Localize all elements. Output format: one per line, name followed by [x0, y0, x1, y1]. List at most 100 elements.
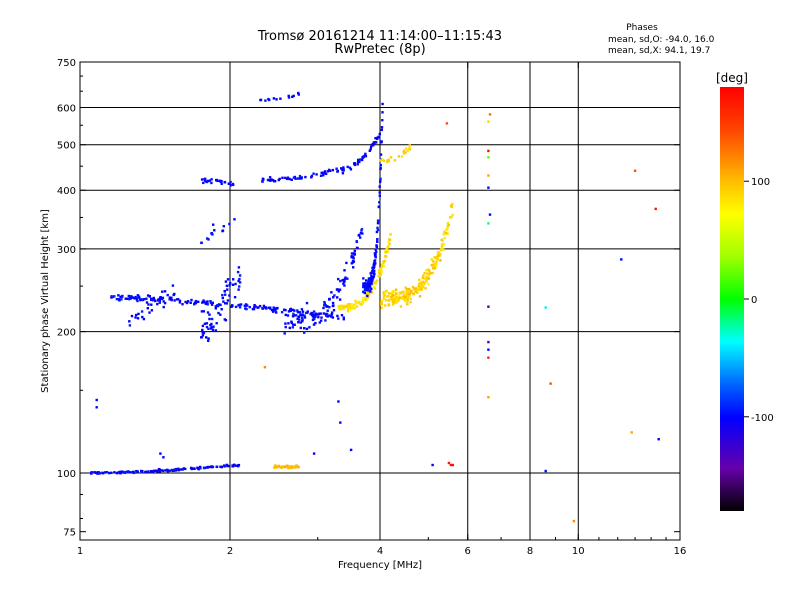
echo-point: [131, 296, 134, 299]
echo-point: [322, 312, 325, 315]
echo-point: [237, 464, 240, 467]
echo-point: [135, 469, 138, 473]
echo-point: [377, 274, 380, 278]
echo-point: [373, 269, 376, 272]
echo-point: [368, 278, 371, 282]
echo-point: [418, 295, 422, 298]
echo-point: [317, 313, 320, 316]
y-axis-label: Stationary phase Virtual Height [km]: [40, 209, 51, 393]
echo-point: [341, 306, 344, 309]
x-axis-label: Frequency [MHz]: [338, 560, 422, 571]
echo-point: [419, 285, 423, 288]
echo-point: [373, 287, 377, 290]
echo-point: [301, 318, 304, 321]
echo-point: [379, 273, 382, 276]
echo-point: [446, 222, 450, 225]
echo-point: [371, 270, 374, 273]
echo-point: [290, 321, 293, 325]
echo-point: [299, 321, 302, 324]
echo-point: [196, 466, 199, 469]
echo-point: [137, 295, 141, 298]
echo-point: [150, 298, 153, 302]
echo-point: [356, 163, 359, 166]
echo-point: [367, 293, 371, 296]
echo-point: [431, 271, 434, 275]
echo-point: [407, 295, 410, 298]
echo-point: [110, 295, 113, 298]
colorbar-ticks: 100 0 -100: [744, 177, 774, 424]
echo-point: [358, 158, 362, 161]
echo-point: [204, 177, 207, 180]
echo-point: [207, 339, 210, 342]
echo-point: [364, 288, 368, 292]
echo-point: [380, 141, 383, 144]
echo-point: [385, 295, 388, 298]
echo-point: [101, 472, 105, 475]
echo-point: [325, 305, 328, 308]
echo-point: [186, 300, 190, 303]
echo-point: [95, 471, 98, 474]
echo-point: [392, 303, 395, 306]
echo-point: [315, 313, 318, 316]
echo-point: [381, 299, 384, 302]
echo-point: [313, 313, 316, 316]
echo-point: [264, 99, 267, 102]
echo-point: [248, 305, 251, 309]
echo-point: [379, 177, 382, 180]
echo-point: [206, 300, 209, 303]
chart-subtitle: RwPretec (8p): [334, 42, 425, 57]
echo-point: [278, 177, 281, 181]
echo-point: [266, 178, 270, 182]
echo-point: [347, 306, 350, 310]
echo-point: [402, 293, 406, 296]
echo-point: [223, 318, 226, 321]
echo-point: [224, 293, 227, 296]
echo-point: [378, 270, 381, 273]
echo-point: [353, 249, 356, 253]
echo-point: [344, 305, 347, 308]
echo-point: [201, 324, 205, 328]
echo-point: [367, 284, 371, 288]
echo-point: [298, 318, 301, 321]
echo-point: [433, 256, 436, 259]
echo-point: [376, 222, 380, 225]
echo-point: [223, 181, 227, 184]
echo-point: [129, 471, 132, 474]
echo-point: [391, 300, 395, 304]
echo-point: [301, 317, 304, 320]
echo-point: [431, 463, 434, 467]
echo-point: [366, 294, 369, 298]
echo-point: [487, 174, 490, 177]
echo-point: [397, 297, 400, 300]
echo-point: [361, 297, 365, 300]
echo-point: [251, 307, 255, 311]
echo-point: [487, 149, 490, 153]
echo-point: [357, 301, 361, 304]
echo-point: [193, 467, 196, 470]
echo-point: [414, 290, 418, 293]
echo-point: [351, 260, 355, 263]
echo-point: [331, 168, 335, 172]
echo-point: [208, 179, 212, 182]
echo-point: [228, 294, 231, 297]
echo-point: [126, 471, 129, 474]
echo-point: [389, 156, 393, 159]
echo-point: [363, 291, 366, 295]
echo-point: [153, 469, 156, 472]
echo-point: [238, 281, 242, 284]
echo-point: [384, 254, 387, 258]
echo-point: [487, 186, 490, 189]
echo-point: [419, 281, 422, 285]
echo-point: [303, 327, 306, 330]
echo-point: [210, 178, 213, 181]
echo-point: [261, 307, 264, 310]
echo-point: [360, 303, 363, 306]
echo-point: [223, 290, 226, 293]
echo-point: [370, 276, 373, 280]
echo-point: [291, 323, 295, 326]
stats-line-x: mean, sd,X: 94.1, 19.7: [608, 46, 710, 56]
echo-point: [361, 302, 365, 305]
echo-point: [222, 225, 225, 228]
echo-point: [220, 182, 223, 185]
x-tick-label: 4: [377, 546, 383, 557]
